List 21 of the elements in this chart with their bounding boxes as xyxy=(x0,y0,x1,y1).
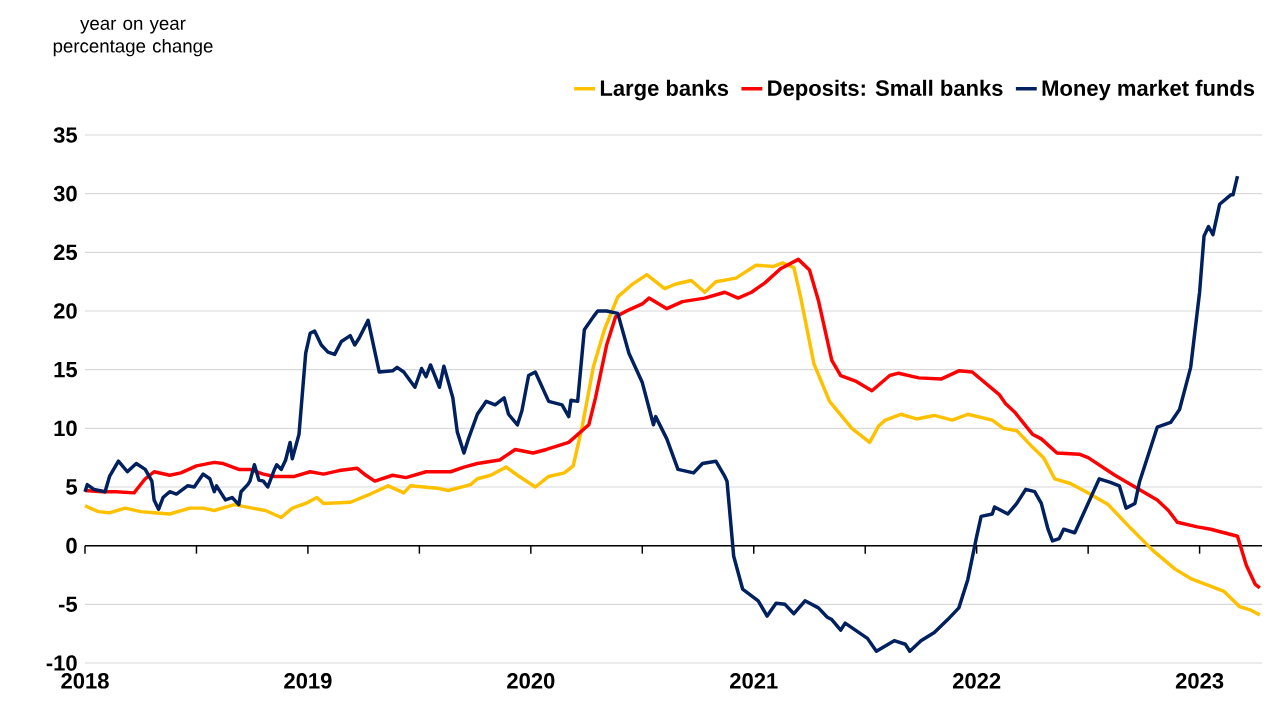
legend-label: Deposits: Small banks xyxy=(768,79,1003,101)
legend-label: Large banks xyxy=(600,79,729,101)
y-tick-label: -10 xyxy=(46,655,77,671)
y-tick-label: 15 xyxy=(54,361,78,378)
x-tick-label: 2020 xyxy=(507,673,555,689)
x-tick-label: 2018 xyxy=(61,673,109,689)
y-tick-label: 20 xyxy=(53,303,77,319)
legend-label: Money market funds xyxy=(1042,79,1255,101)
x-tick-label: 2022 xyxy=(952,673,1001,689)
x-tick-label: 2021 xyxy=(730,673,778,689)
y-axis-title: year on year percentage change xyxy=(53,19,213,57)
y-tick-label: 10 xyxy=(54,420,77,437)
y-tick-label: 25 xyxy=(53,244,78,261)
x-tick-label: 2019 xyxy=(284,673,332,689)
y-tick-label: 35 xyxy=(53,127,78,143)
x-tick-label: 2023 xyxy=(1175,673,1224,689)
y-tick-label: -5 xyxy=(58,596,78,612)
line-series xyxy=(83,174,1240,654)
y-tick-label: 30 xyxy=(53,185,77,202)
y-tick-label: 0 xyxy=(66,537,77,554)
y-tick-label: 5 xyxy=(66,479,78,495)
